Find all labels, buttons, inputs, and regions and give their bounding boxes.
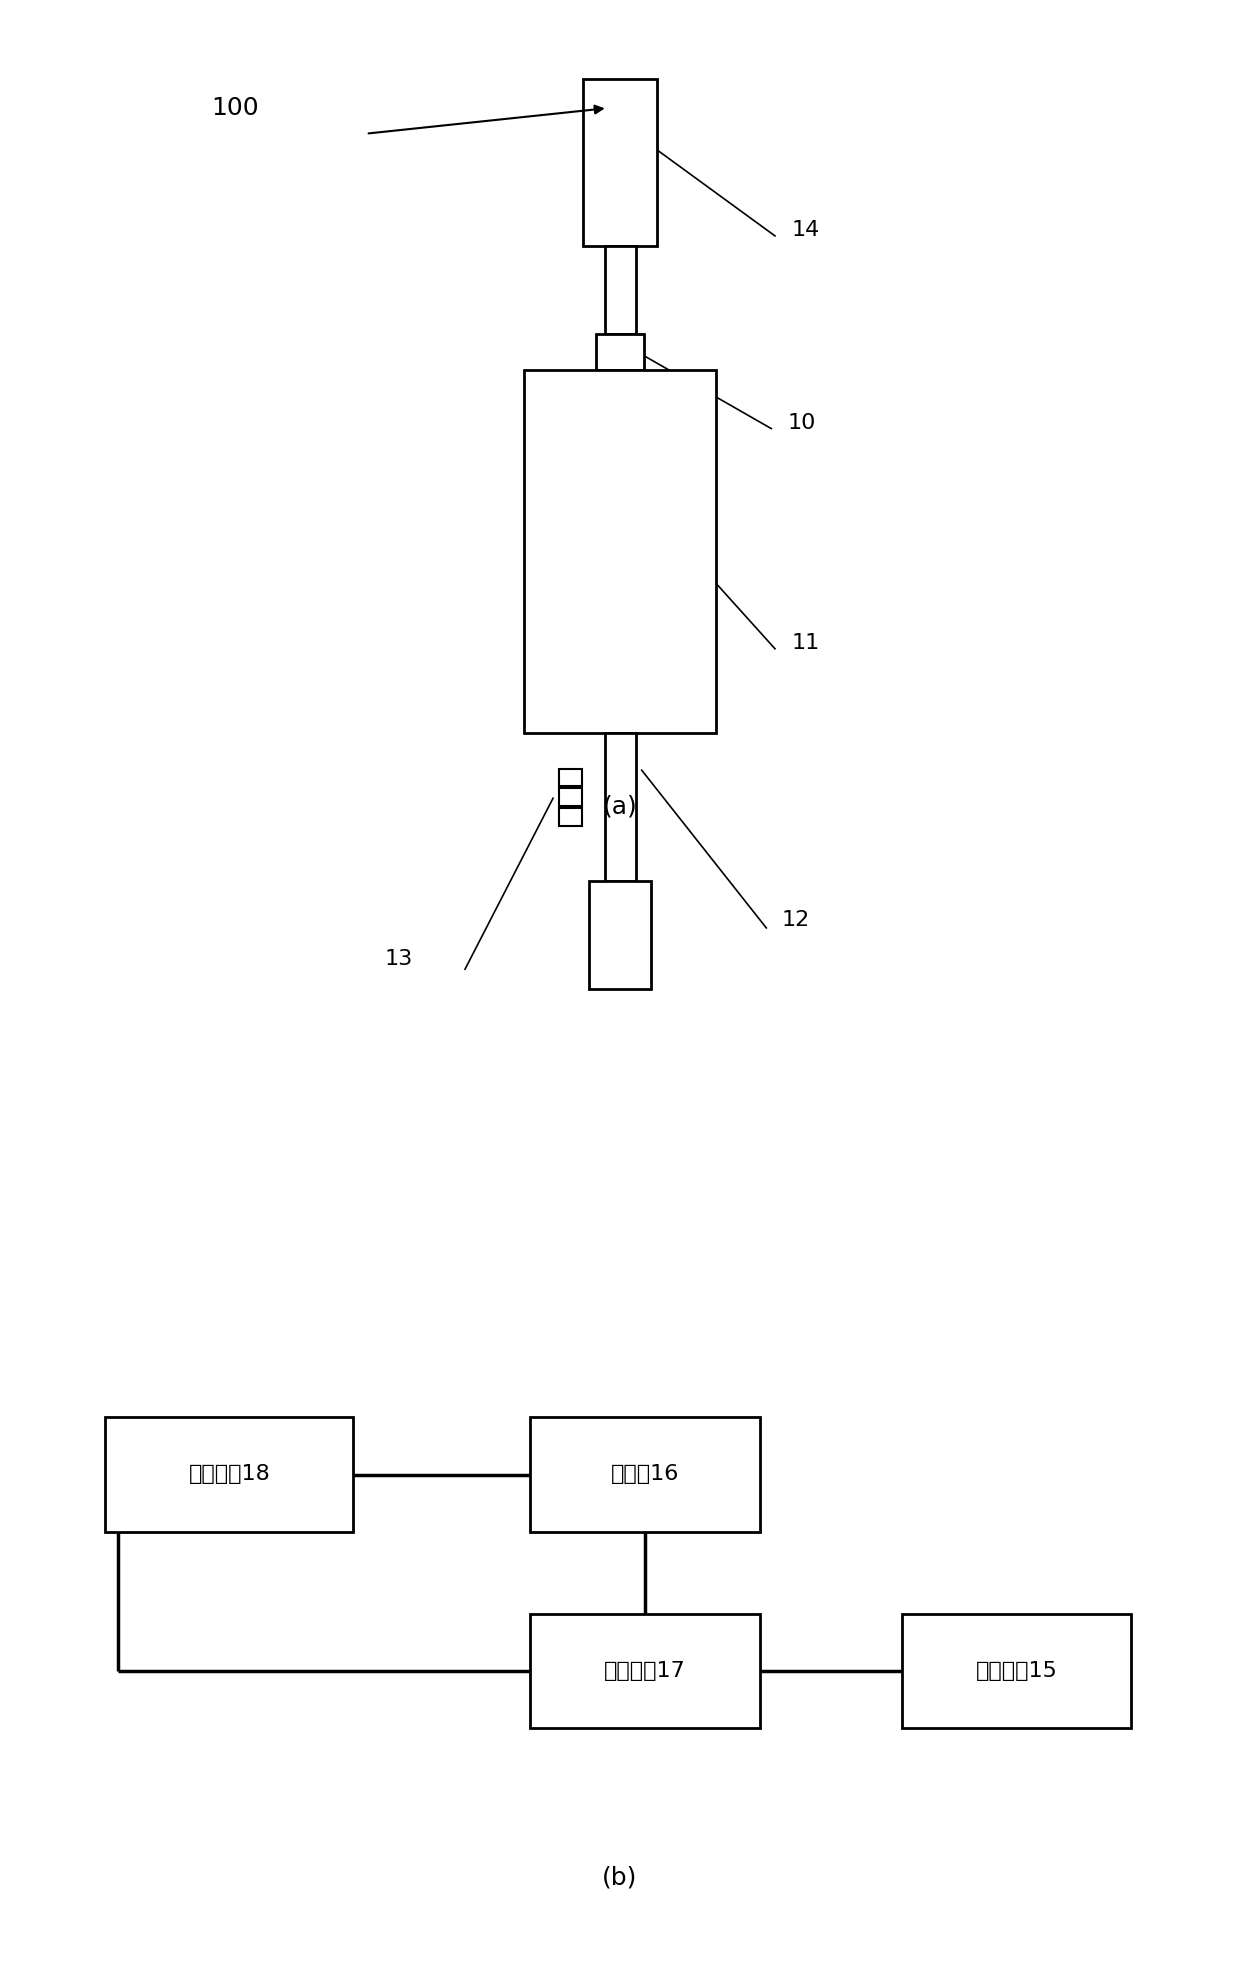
Text: (a): (a) [603, 794, 637, 818]
Text: 11: 11 [791, 633, 820, 653]
Text: 电池单元18: 电池单元18 [188, 1465, 270, 1484]
Text: 控制器16: 控制器16 [610, 1465, 680, 1484]
Bar [605, 246, 635, 334]
Text: 发热元件15: 发热元件15 [976, 1661, 1058, 1681]
Bar [589, 881, 651, 989]
Bar [559, 769, 582, 786]
Bar [559, 788, 582, 806]
Text: 100: 100 [211, 96, 258, 120]
Bar [605, 733, 635, 881]
Text: 10: 10 [787, 413, 816, 433]
Bar [105, 1417, 353, 1532]
Bar [596, 334, 644, 370]
Text: 12: 12 [781, 910, 810, 930]
Text: 供电单元17: 供电单元17 [604, 1661, 686, 1681]
Bar [531, 1614, 759, 1728]
Bar [523, 370, 717, 733]
Text: 14: 14 [791, 220, 820, 240]
Bar [583, 79, 657, 246]
Bar [559, 808, 582, 826]
Bar [901, 1614, 1131, 1728]
Text: 13: 13 [384, 950, 413, 969]
Text: (b): (b) [603, 1866, 637, 1889]
Bar [531, 1417, 759, 1532]
